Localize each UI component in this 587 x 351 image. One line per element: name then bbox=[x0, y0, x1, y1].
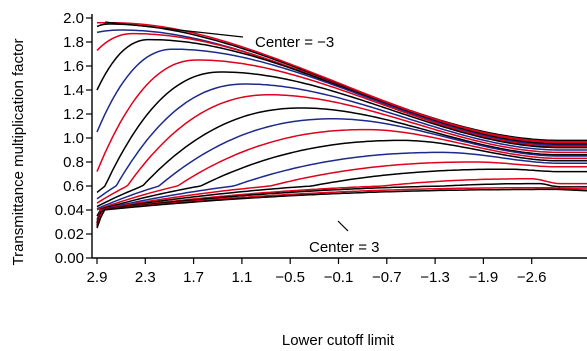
annotation-top: Center = −3 bbox=[104, 21, 334, 51]
series-curves bbox=[96, 22, 587, 229]
x-tick-label: 2.9 bbox=[87, 269, 108, 286]
annotation-bottom-label: Center = 3 bbox=[309, 239, 379, 256]
x-tick-label: −0.5 bbox=[275, 269, 305, 286]
y-tick-label: 0.04 bbox=[55, 202, 84, 219]
series-line-12 bbox=[96, 118, 587, 210]
y-tick-label: 1.0 bbox=[63, 130, 84, 147]
x-tick-label: −2.6 bbox=[517, 269, 547, 286]
x-tick-label: 1.1 bbox=[231, 269, 252, 286]
y-ticks: 0.00 0.02 0.04 0.6 0.8 1.0 1.2 1.4 1.6 1.8 2.0 bbox=[55, 10, 92, 267]
series-line-15 bbox=[96, 151, 587, 220]
annotation-bottom-pointer bbox=[337, 220, 349, 232]
axes bbox=[91, 14, 587, 259]
y-tick-label: 2.0 bbox=[63, 10, 84, 27]
x-tick-label: 2.3 bbox=[135, 269, 156, 286]
x-tick-label: −1.9 bbox=[469, 269, 499, 286]
y-tick-label: 0.02 bbox=[55, 226, 84, 243]
y-tick-label: 0.8 bbox=[63, 154, 84, 171]
series-line-19 bbox=[96, 182, 587, 226]
annotation-top-label: Center = −3 bbox=[255, 34, 334, 51]
series-line-16 bbox=[96, 161, 587, 223]
x-tick-label: 1.7 bbox=[183, 269, 204, 286]
series-line-7 bbox=[96, 59, 587, 172]
y-axis-label: Transmittance multiplication factor bbox=[10, 38, 27, 265]
series-line-17 bbox=[96, 168, 587, 224]
annotation-bottom: Center = 3 bbox=[309, 220, 379, 256]
series-line-14 bbox=[96, 139, 587, 217]
annotation-top-pointer bbox=[104, 21, 244, 38]
y-tick-label: 1.2 bbox=[63, 106, 84, 123]
y-tick-label: 0.6 bbox=[63, 178, 84, 195]
series-line-6 bbox=[96, 48, 587, 146]
series-line-21 bbox=[96, 188, 587, 229]
x-axis-label: Lower cutoff limit bbox=[282, 332, 395, 349]
series-line-13 bbox=[96, 128, 587, 211]
x-ticks: 2.9 2.3 1.7 1.1 −0.5 −0.1 −0.7 −1.3 −1.9 −2.6 bbox=[87, 258, 547, 286]
series-line-8 bbox=[96, 71, 587, 193]
y-tick-label: 1.6 bbox=[63, 58, 84, 75]
series-line-11 bbox=[96, 107, 587, 208]
y-tick-label: 0.00 bbox=[55, 250, 84, 267]
y-tick-label: 1.8 bbox=[63, 34, 84, 51]
x-tick-label: −1.3 bbox=[420, 269, 450, 286]
x-tick-label: −0.1 bbox=[324, 269, 354, 286]
series-line-1 bbox=[96, 23, 587, 142]
series-line-9 bbox=[96, 83, 587, 200]
series-line-10 bbox=[96, 94, 587, 204]
x-tick-label: −0.7 bbox=[372, 269, 402, 286]
series-line-5 bbox=[96, 38, 587, 145]
series-line-2 bbox=[97, 22, 587, 143]
y-tick-label: 1.4 bbox=[63, 82, 84, 99]
